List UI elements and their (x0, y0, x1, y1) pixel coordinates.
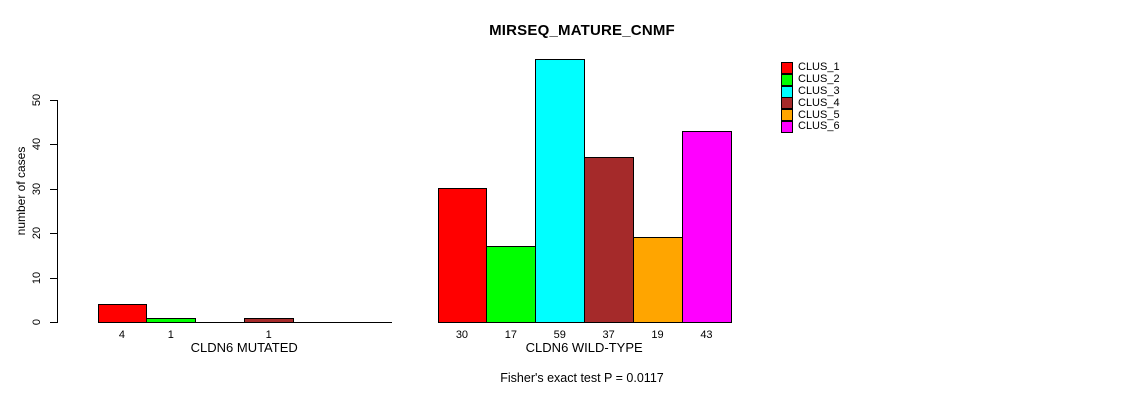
legend-item-clus_6: CLUS_6 (781, 121, 840, 133)
bar-value-label: 19 (651, 329, 664, 341)
legend-swatch-icon (781, 73, 793, 86)
bar-clus_2 (486, 246, 537, 323)
group-label: CLDN6 WILD-TYPE (525, 340, 643, 355)
fisher-test-footnote: Fisher's exact test P = 0.0117 (500, 371, 664, 385)
bar-value-label: 37 (602, 329, 615, 341)
y-axis-tick (50, 99, 57, 101)
y-axis-tick-label: 30 (31, 182, 43, 195)
y-axis-title: number of cases (14, 146, 28, 236)
bar-clus_4 (244, 318, 295, 323)
bar-clus_4 (584, 157, 635, 323)
chart-title: MIRSEQ_MATURE_CNMF (489, 22, 675, 39)
legend-swatch-icon (781, 120, 793, 133)
bar-clus_3 (535, 59, 586, 323)
legend-item-clus_4: CLUS_4 (781, 96, 840, 110)
legend-label: CLUS_4 (798, 96, 840, 109)
y-axis-line (57, 99, 58, 323)
y-axis-tick (50, 322, 57, 323)
bar-value-label: 1 (167, 329, 174, 341)
legend-label: CLUS_2 (798, 73, 840, 86)
legend-swatch-icon (781, 85, 793, 98)
bar-value-label: 4 (118, 329, 125, 341)
legend-swatch-icon (781, 61, 793, 74)
legend-label: CLUS_6 (798, 120, 840, 133)
legend-swatch-icon (781, 97, 793, 110)
legend-swatch-icon (781, 109, 793, 122)
bar-clus_5 (633, 237, 683, 323)
y-axis-tick-label: 50 (31, 93, 43, 106)
bar-clus_1 (97, 304, 148, 323)
legend-item-clus_2: CLUS_2 (781, 74, 840, 86)
y-axis-tick-label: 10 (31, 271, 43, 284)
y-axis-tick-label: 20 (31, 226, 43, 240)
y-axis-tick (50, 233, 57, 234)
y-axis-tick (50, 144, 57, 145)
bar-value-label: 43 (700, 329, 713, 341)
bar-value-label: 1 (265, 329, 272, 341)
legend-item-clus_5: CLUS_5 (781, 108, 840, 122)
legend-item-clus_3: CLUS_3 (781, 84, 840, 98)
y-axis-tick-label: 0 (31, 318, 43, 326)
bar-clus_2 (146, 318, 197, 323)
bar-value-label: 59 (553, 329, 566, 341)
legend-label: CLUS_5 (798, 108, 840, 121)
bar-value-label: 17 (504, 329, 517, 341)
bar-clus_1 (437, 188, 488, 323)
y-axis-tick (50, 188, 57, 190)
legend: CLUS_1 CLUS_2 CLUS_3 CLUS_4 CLUS_5 CLUS_6 (781, 62, 840, 133)
legend-label: CLUS_3 (798, 84, 840, 97)
group-label: CLDN6 MUTATED (190, 340, 298, 355)
y-axis-tick-label: 40 (31, 137, 43, 151)
bar-clus_6 (682, 131, 732, 323)
legend-item-clus_1: CLUS_1 (781, 62, 840, 74)
bar-value-label: 30 (455, 329, 469, 341)
y-axis-tick (50, 277, 57, 279)
legend-label: CLUS_1 (798, 61, 840, 74)
